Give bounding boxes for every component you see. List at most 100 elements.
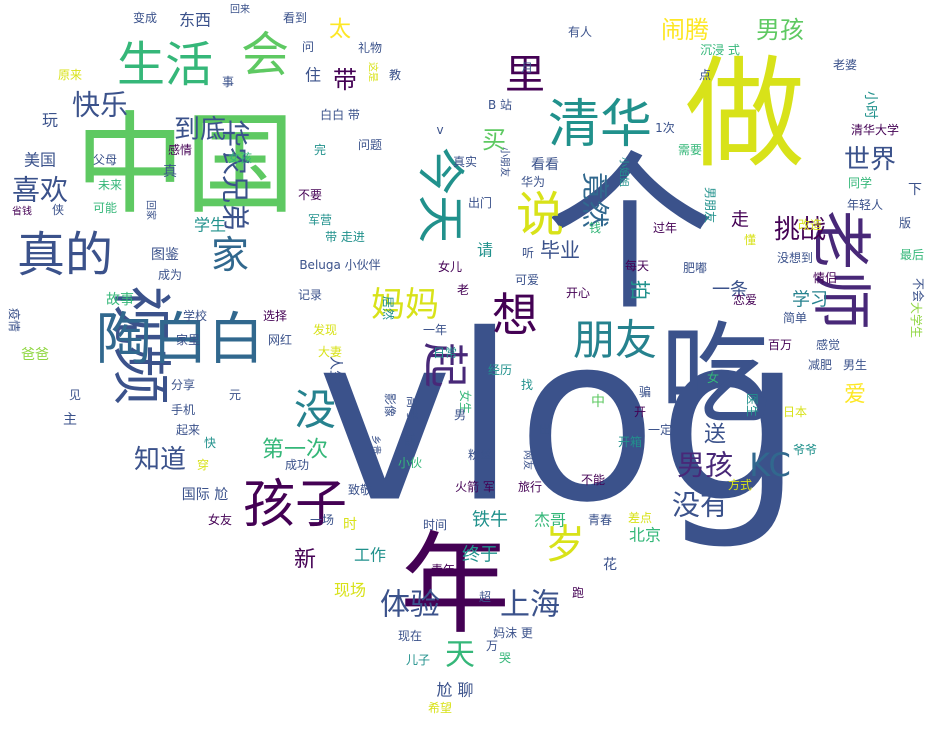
word-cloud-term: 日本 — [783, 405, 807, 419]
word-cloud-term: 没 — [294, 386, 336, 435]
word-cloud-term: 选择 — [263, 309, 287, 323]
word-cloud-term: 省钱 — [12, 205, 32, 218]
word-cloud-term: 太 — [329, 18, 351, 43]
word-cloud-term: 男孩 — [756, 16, 804, 44]
word-cloud-term: 发现 — [313, 322, 337, 337]
word-cloud-term: 钱 — [589, 220, 601, 235]
word-cloud-term: 侠 — [52, 203, 64, 217]
word-cloud-term: 差点 — [628, 511, 652, 525]
word-cloud-term: 一条 — [712, 280, 748, 301]
word-cloud-term: 每天 — [625, 258, 649, 273]
word-cloud-term: 不能 — [581, 473, 605, 487]
word-cloud-term: 走 — [731, 210, 749, 231]
word-cloud-term: 买 — [482, 126, 506, 154]
word-cloud-term: 月 — [521, 61, 533, 75]
word-cloud-term: 小朋友 — [499, 147, 512, 177]
word-cloud-term: 见 — [69, 388, 81, 402]
word-cloud-term: B 站 — [488, 98, 512, 112]
word-cloud-term: 岁 — [545, 522, 585, 568]
word-cloud-term: 成为 — [158, 268, 182, 282]
word-cloud-term: 会 — [241, 27, 289, 83]
word-cloud-term: 前 — [404, 432, 416, 447]
word-cloud-term: 回来 — [230, 4, 250, 16]
word-cloud-term: 快乐 — [72, 89, 128, 122]
word-cloud-term: 超 — [479, 589, 491, 604]
word-cloud-term: 哭 — [499, 651, 511, 665]
word-cloud-term: 喜欢 — [12, 174, 68, 207]
word-cloud-term: 疫情 — [7, 308, 22, 332]
word-cloud-term: 北京 — [629, 526, 661, 545]
word-cloud-term: 教 — [389, 67, 401, 82]
word-cloud-term: 肥嘟 — [683, 261, 707, 275]
word-cloud-term: 终于 — [462, 545, 498, 566]
word-cloud-term: 起 — [418, 342, 472, 388]
word-cloud-term: 现在 — [398, 629, 422, 643]
word-cloud-term: 变成 — [133, 10, 157, 25]
word-cloud-term: 做 — [685, 46, 805, 185]
word-cloud-term: vlog — [317, 287, 804, 554]
word-cloud-term: 版 — [899, 216, 911, 230]
word-cloud-term: 爱 — [844, 383, 866, 408]
word-cloud-term: 记录 — [298, 288, 322, 302]
word-cloud-term: 想 — [492, 288, 538, 342]
word-cloud-term: 美国 — [24, 151, 56, 170]
word-cloud-term: 青春 — [588, 513, 612, 527]
word-cloud-term: 情侣 — [813, 270, 837, 285]
word-cloud-term: 一定 — [648, 422, 672, 437]
word-cloud-term: 女友 — [208, 512, 232, 527]
word-cloud-term: 看到 — [283, 11, 307, 25]
word-cloud-term: 1次 — [655, 121, 675, 135]
word-cloud-term: 不会 — [911, 278, 925, 302]
word-cloud-term: 可爱 — [515, 273, 539, 287]
word-cloud-term: 清华 — [548, 95, 652, 155]
word-cloud-term: 穿 — [197, 457, 209, 472]
word-cloud-term: 真 — [163, 164, 177, 180]
word-cloud-term: 出门 — [468, 195, 492, 210]
word-cloud-term: 年轻人 — [847, 198, 883, 212]
word-cloud-term: 尬 聊 — [436, 681, 473, 700]
word-cloud-term: 老婆 — [833, 58, 857, 72]
word-cloud-term: 居然 — [381, 296, 396, 320]
word-cloud-term: 女孩 — [228, 150, 252, 165]
word-cloud-term: 国际 尬 — [182, 487, 228, 503]
word-cloud-term: 住 — [305, 66, 321, 85]
word-cloud-term: 妈妈 — [371, 285, 439, 325]
word-cloud-term: 网友 — [522, 450, 535, 470]
word-cloud-term: 礼物 — [358, 40, 382, 55]
word-cloud-term: 送 — [704, 423, 726, 448]
word-cloud-term: 学习 — [792, 290, 828, 311]
word-cloud-term: 减肥 — [808, 358, 832, 372]
word-cloud-term: 日常 — [433, 346, 457, 360]
word-cloud-term: 华为 — [521, 175, 545, 189]
word-cloud-term: 学校 — [183, 308, 207, 323]
word-cloud-term: 主 — [63, 412, 77, 428]
word-cloud-term: 军营 — [308, 213, 332, 227]
word-cloud-term: 同学 — [848, 175, 872, 190]
word-cloud-term: 视频 — [105, 285, 175, 405]
word-cloud-term: 花 — [603, 557, 617, 573]
word-cloud-term: 铁牛 — [472, 510, 508, 531]
word-cloud-term: 问 — [302, 40, 314, 54]
word-cloud-term: 第一次 — [262, 438, 328, 463]
word-cloud-term: 孩子 — [243, 475, 347, 535]
word-cloud-term: 过年 — [653, 221, 677, 235]
word-cloud-term: 爸爸 — [21, 347, 49, 363]
word-cloud-term: 年 — [400, 521, 510, 649]
word-cloud-term: 完 — [314, 142, 326, 157]
word-cloud-term: 这是 — [367, 62, 380, 82]
word-cloud-term: 感情 — [168, 142, 192, 157]
word-cloud-term: 个 — [545, 136, 715, 334]
word-cloud-term: Beluga 小伙伴 — [299, 258, 380, 272]
word-cloud-term: 带 走进 — [325, 230, 365, 244]
word-cloud-term: 大学生 — [909, 302, 924, 338]
word-cloud-term: 沉浸 式 — [700, 43, 740, 57]
word-cloud-term: 可能 — [93, 201, 117, 215]
word-cloud-term: 致敬 — [348, 483, 372, 497]
word-cloud-term: 开心 — [566, 286, 590, 300]
word-cloud-term: 竟然 — [579, 172, 612, 228]
word-cloud-term: 听 — [522, 246, 534, 260]
word-cloud-term: 故事 — [106, 292, 134, 308]
word-cloud-term: 需要 — [678, 143, 702, 157]
word-cloud-term: 经历 — [488, 363, 512, 377]
word-cloud-term: 医生 — [745, 393, 759, 417]
